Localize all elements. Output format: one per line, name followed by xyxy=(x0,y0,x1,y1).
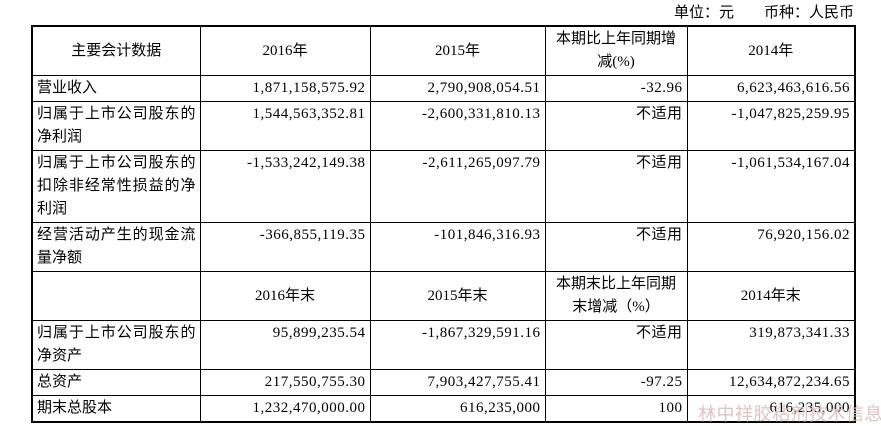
value-2015: -2,611,265,097.79 xyxy=(369,150,546,223)
annual-header-row: 主要会计数据 2016年 2015年 本期比上年同期增减(%) 2014年 xyxy=(31,25,856,76)
row-label: 归属于上市公司股东的扣除非经常性损益的净利润 xyxy=(31,150,201,223)
value-2015-end: -1,867,329,591.16 xyxy=(369,320,546,370)
value-2014-end: 12,634,872,234.65 xyxy=(686,369,856,396)
header-2015: 2015年 xyxy=(369,25,546,76)
row-label: 总资产 xyxy=(31,369,201,396)
value-2015: 2,790,908,054.51 xyxy=(369,75,546,102)
value-2016: -366,855,119.35 xyxy=(199,222,371,272)
value-2016-end: 1,232,470,000.00 xyxy=(199,395,371,423)
row-label: 经营活动产生的现金流量净额 xyxy=(31,222,201,272)
value-2014: -1,047,825,259.95 xyxy=(686,101,856,151)
value-change: 不适用 xyxy=(544,222,688,272)
header-2015-end: 2015年末 xyxy=(369,271,546,321)
value-2014: 6,623,463,616.56 xyxy=(686,75,856,102)
table-row-total-assets: 总资产 217,550,755.30 7,903,427,755.41 -97.… xyxy=(31,369,856,396)
header-yoy-change: 本期比上年同期增减(%) xyxy=(544,25,688,76)
unit-note: 单位：元 xyxy=(673,5,734,21)
value-2015: -101,846,316.93 xyxy=(369,222,546,272)
value-2014: -1,061,534,167.04 xyxy=(686,150,856,223)
value-2016: 1,544,563,352.81 xyxy=(199,101,371,151)
table-row-net-profit: 归属于上市公司股东的净利润 1,544,563,352.81 -2,600,33… xyxy=(31,101,856,151)
value-change: 100 xyxy=(544,395,688,423)
header-main-metrics: 主要会计数据 xyxy=(31,25,201,76)
value-2014: 76,920,156.02 xyxy=(686,222,856,272)
row-label: 期末总股本 xyxy=(31,395,201,423)
financial-table: 主要会计数据 2016年 2015年 本期比上年同期增减(%) 2014年 营业… xyxy=(31,25,856,423)
header-2014: 2014年 xyxy=(686,25,856,76)
header-period-end-change: 本期末比上年同期末增减（%） xyxy=(544,271,688,321)
table-row-operating-cash-flow: 经营活动产生的现金流量净额 -366,855,119.35 -101,846,3… xyxy=(31,222,856,272)
currency-note: 币种：人民币 xyxy=(763,5,854,21)
period-end-header-row: 2016年末 2015年末 本期末比上年同期末增减（%） 2014年末 xyxy=(31,271,856,321)
value-2014-end: 319,873,341.33 xyxy=(686,320,856,370)
value-change: 不适用 xyxy=(544,101,688,151)
value-2015-end: 616,235,000 xyxy=(369,395,546,423)
row-label: 营业收入 xyxy=(31,75,201,102)
row-label: 归属于上市公司股东的净利润 xyxy=(31,101,201,151)
value-2016-end: 217,550,755.30 xyxy=(199,369,371,396)
value-change: 不适用 xyxy=(544,150,688,223)
header-empty xyxy=(31,271,201,321)
row-label: 归属于上市公司股东的净资产 xyxy=(31,320,201,370)
value-2015-end: 7,903,427,755.41 xyxy=(369,369,546,396)
value-change: 不适用 xyxy=(544,320,688,370)
value-2015: -2,600,331,810.13 xyxy=(369,101,546,151)
value-2016: -1,533,242,149.38 xyxy=(199,150,371,223)
table-row-net-assets: 归属于上市公司股东的净资产 95,899,235.54 -1,867,329,5… xyxy=(31,320,856,370)
table-row-revenue: 营业收入 1,871,158,575.92 2,790,908,054.51 -… xyxy=(31,75,856,102)
site-watermark: 林中祥胶粘剂技术信息网 xyxy=(698,404,881,424)
header-2016: 2016年 xyxy=(199,25,371,76)
value-2016: 1,871,158,575.92 xyxy=(199,75,371,102)
value-2016-end: 95,899,235.54 xyxy=(199,320,371,370)
table-row-net-profit-excl-nonrecurring: 归属于上市公司股东的扣除非经常性损益的净利润 -1,533,242,149.38… xyxy=(31,150,856,223)
financial-report-page: { "page": { "unit_note": "单位：元", "curren… xyxy=(31,1,881,424)
value-change: -97.25 xyxy=(544,369,688,396)
unit-currency-note: 单位：元 币种：人民币 xyxy=(674,1,854,22)
header-2014-end: 2014年末 xyxy=(686,271,856,321)
header-2016-end: 2016年末 xyxy=(199,271,371,321)
value-change: -32.96 xyxy=(544,75,688,102)
